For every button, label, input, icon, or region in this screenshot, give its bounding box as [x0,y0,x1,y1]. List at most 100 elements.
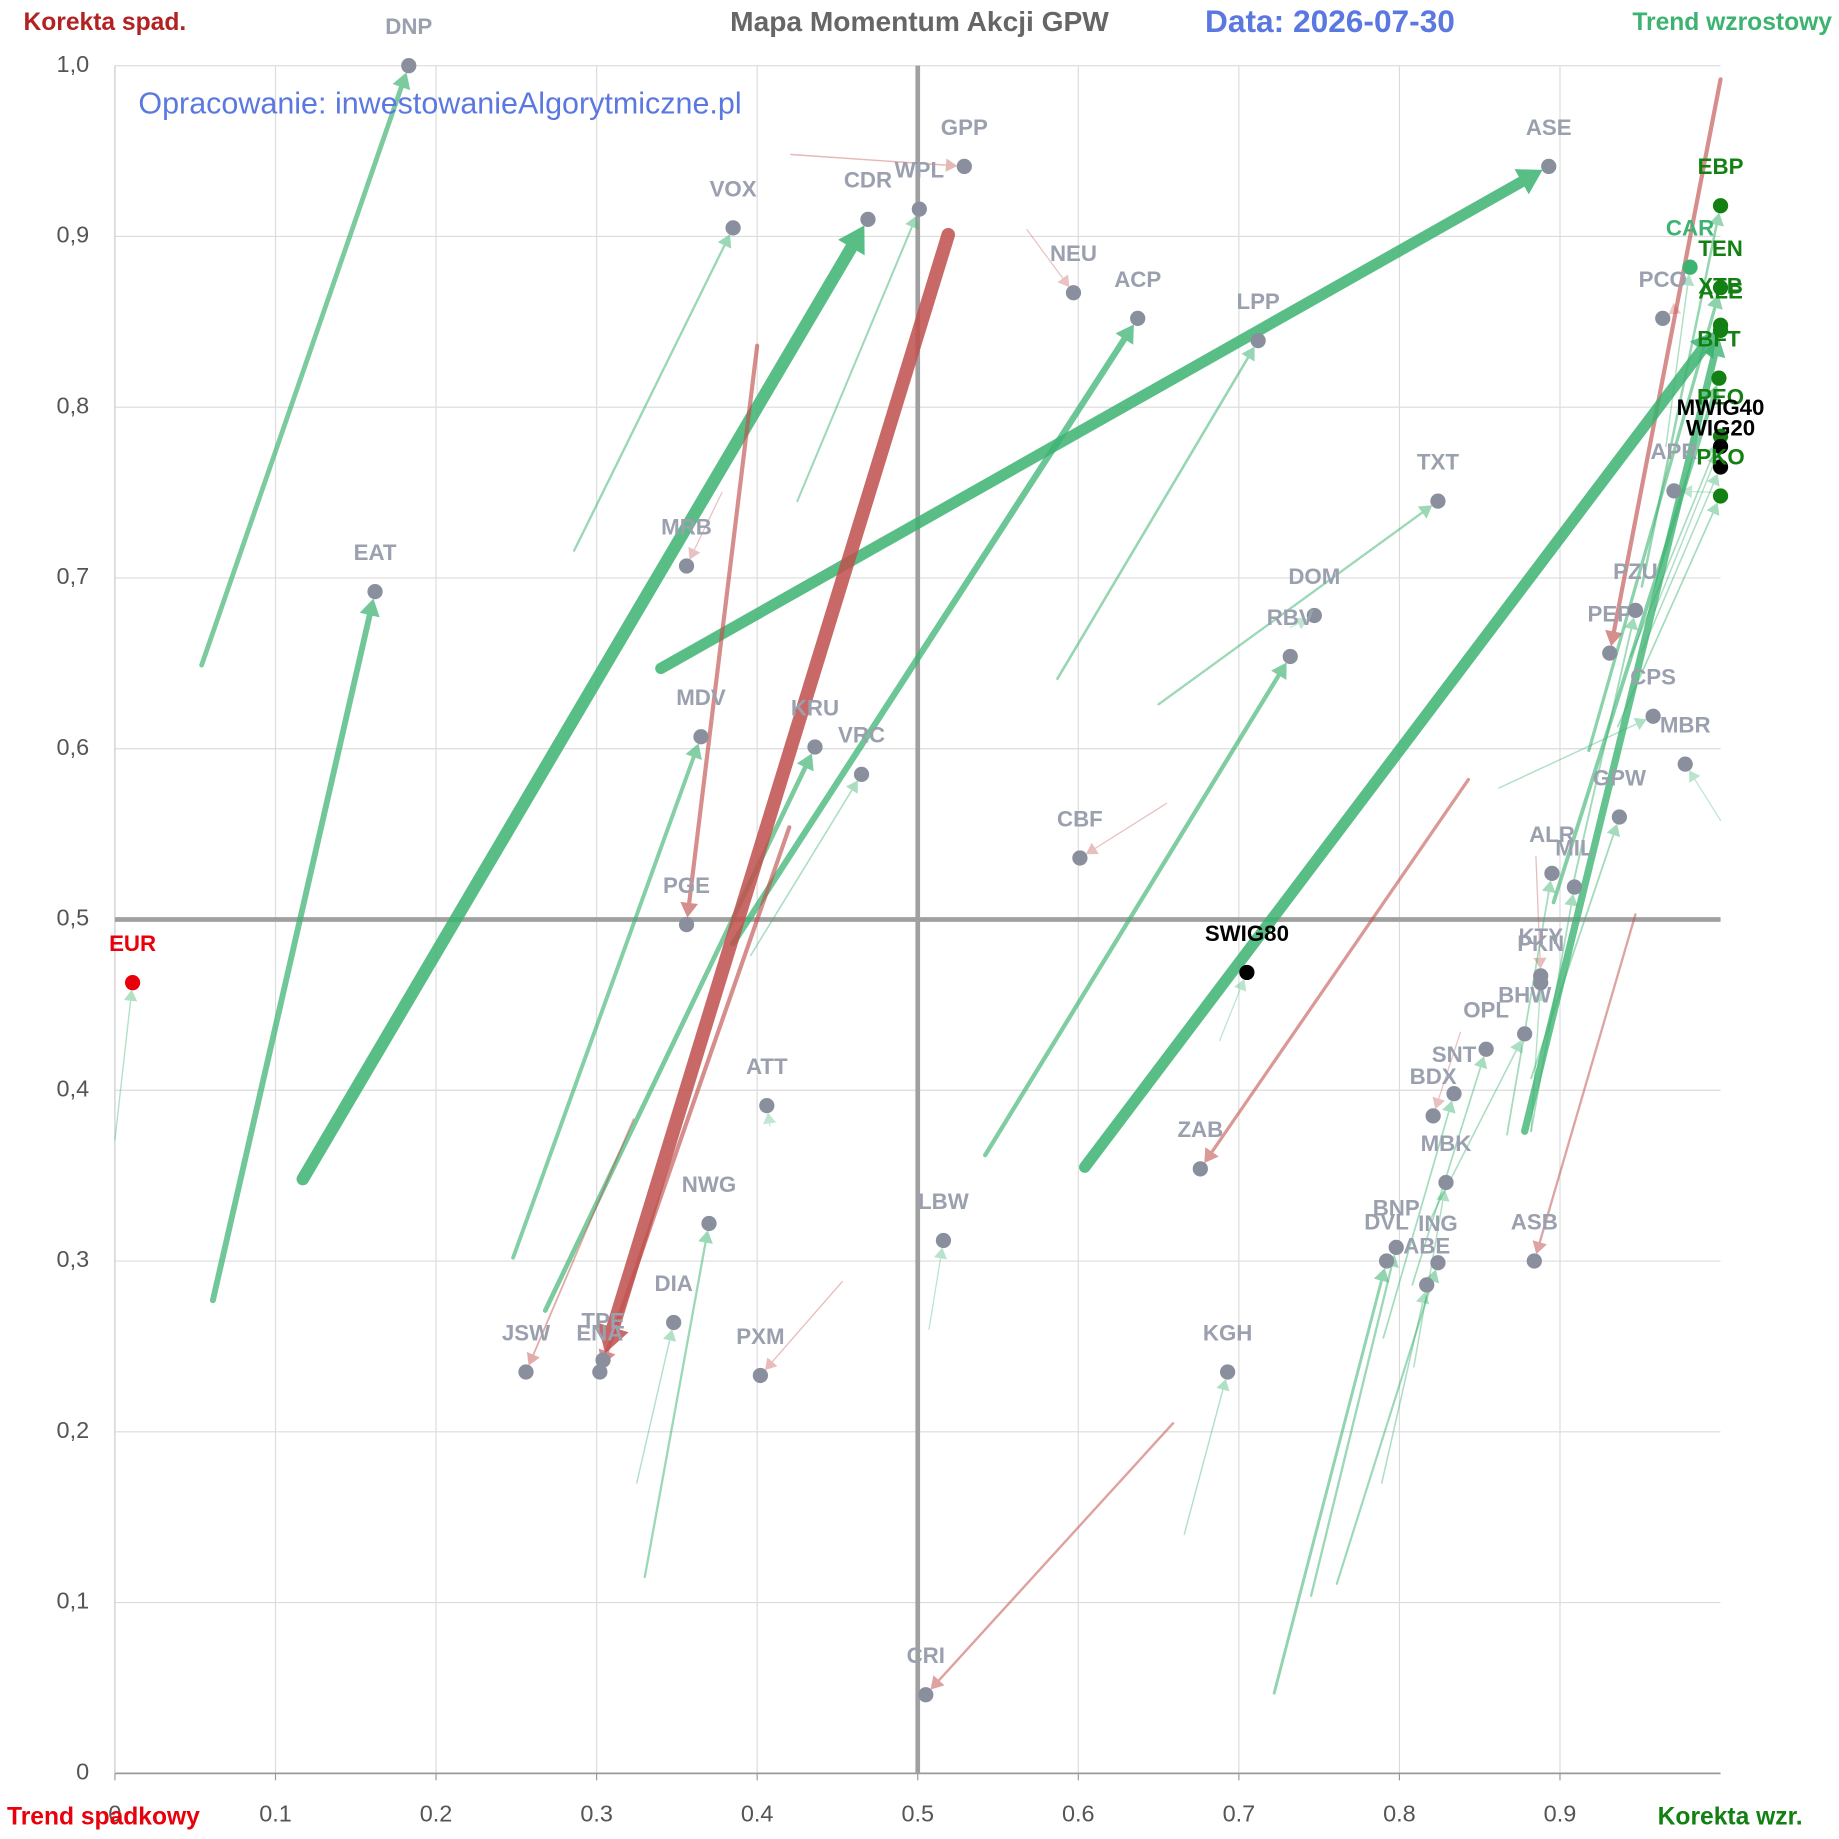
point [1130,310,1146,327]
point-label: EBP [1698,154,1744,179]
arrow-head [1442,1100,1456,1114]
arrow-head [1624,617,1639,631]
point [1645,708,1661,724]
point [1544,865,1560,882]
momentum-arrow [636,1329,677,1484]
arrow-head [1510,1040,1523,1054]
arrow-head [1085,842,1099,855]
point-label: EAT [354,540,397,565]
arrow-head [1668,302,1682,315]
arrow-head [1564,893,1579,907]
arrow-head [1241,346,1255,362]
arrow-shaft [1535,855,1541,959]
point [401,58,417,74]
arrow-head [1204,1147,1219,1164]
point-label: DOM [1288,564,1340,589]
x-tick-label: 0.6 [1062,1801,1095,1827]
x-tick-label: 0.2 [420,1801,453,1827]
arrow-shaft [655,176,1528,675]
momentum-arrow [526,1118,635,1366]
point-label: LPP [1236,289,1279,314]
arrow-shaft [296,241,858,1186]
point-label: APR [1650,439,1697,464]
point-label: NWG [682,1172,736,1197]
momentum-arrow [1498,717,1647,789]
momentum-arrow [1056,346,1255,681]
momentum-arrow [1289,617,1309,630]
point [956,158,972,175]
arrow-head [1606,823,1621,838]
chart-title: Mapa Momentum Akcji GPW [730,6,1109,37]
arrow-head [680,901,699,918]
point-label: MRB [661,514,712,539]
point-label: PCO [1639,267,1687,292]
point-label: DVL [1364,1209,1409,1234]
points: DNP EAT VOX CDR WPL GPP NEU ACP LPP ASE TXT DOM RBV M… [109,14,1764,1703]
arrow-shaft [604,825,792,1354]
momentum-arrow [749,780,858,957]
point [911,201,927,217]
momentum-arrow [1521,337,1726,1135]
arrow-shaft [1538,913,1637,1244]
point [1566,879,1583,895]
arrow-head [945,158,958,172]
momentum-arrow [688,491,723,560]
arrow-head [392,72,411,91]
arrow-head [1415,1291,1430,1305]
point-label: JSW [502,1320,550,1345]
arrow-head [846,780,858,794]
arrow-shaft [693,491,723,551]
point-label: MIL [1555,835,1593,860]
annotation: Opracowanie: inwestowanieAlgorytmiczne.p… [138,87,741,121]
y-tick-label: 1,0 [57,51,90,77]
arrow-shaft [1570,627,1633,894]
arrow-head [1709,212,1724,227]
arrow-head [1681,484,1693,499]
arrow-shaft [1183,1388,1224,1535]
point-label: OPL [1463,998,1509,1023]
arrow-shaft [532,1118,635,1356]
point [1682,259,1698,275]
point [1712,322,1729,338]
point [1065,285,1082,301]
arrow-shaft [771,1280,843,1363]
point [1712,280,1729,296]
momentum-arrow [1204,777,1471,1164]
x-tick-label: 0.7 [1223,1801,1256,1827]
point-label: CAR [1666,216,1714,241]
point [1627,602,1644,619]
momentum-arrow [199,72,411,668]
momentum-arrow [983,662,1287,1158]
point [1438,1174,1454,1191]
momentum-arrow [1616,502,1720,728]
point [1655,310,1671,327]
point [518,1364,534,1380]
arrow-shaft [1382,1110,1450,1339]
point-label: KRU [791,695,839,720]
arrow-shaft [1438,1031,1462,1100]
point-label: WPL [895,157,944,182]
point [701,1215,717,1232]
arrow-head [1115,324,1134,345]
point-label: PZU [1613,559,1658,584]
point-label: GPW [1593,765,1646,790]
y-tick-label: 0,9 [57,222,90,248]
point-label: ASE [1526,115,1572,140]
point [1250,332,1266,349]
arrow-shaft [114,1000,132,1141]
corner-label: Korekta spad. [23,9,186,36]
momentum-arrow [1429,1040,1523,1221]
point-label: MBR [1660,712,1711,737]
momentum-arrow [655,169,1543,675]
arrow-shaft [209,612,373,1304]
arrow-head [763,1112,777,1125]
point [1711,370,1727,386]
momentum-arrow [1380,1291,1430,1484]
corner-label: Trend spadkowy [7,1803,200,1830]
point [1306,607,1322,624]
arrow-head [1216,1378,1230,1392]
point [1712,198,1729,214]
point-label: CRI [907,1643,945,1668]
arrow-shaft [199,84,404,668]
